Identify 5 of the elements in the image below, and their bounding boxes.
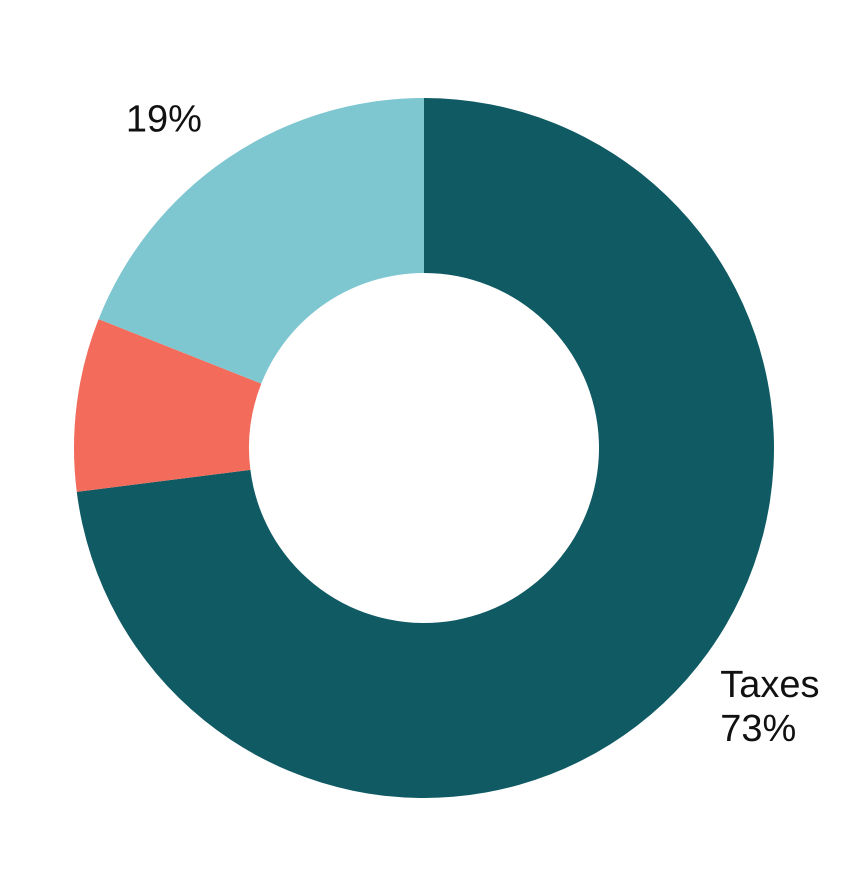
slice-label: Taxes xyxy=(720,664,820,706)
donut-slice xyxy=(98,98,424,384)
data-label: 73% xyxy=(720,708,796,750)
donut-slice xyxy=(74,319,262,492)
data-label: 19% xyxy=(126,98,202,140)
